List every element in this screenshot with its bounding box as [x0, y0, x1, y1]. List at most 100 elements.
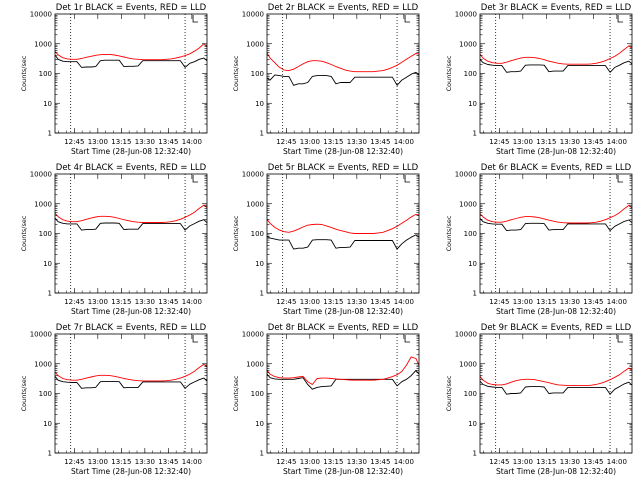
x-tick-label: 13:45 [370, 298, 390, 306]
x-tick-label: 13:30 [560, 458, 580, 466]
x-tick-label: 13:00 [88, 138, 108, 146]
x-tick-label: 13:15 [323, 298, 343, 306]
lld-series-line [266, 356, 420, 385]
x-tick-label: 13:15 [323, 458, 343, 466]
lld-series-line [54, 43, 208, 61]
plot-frame [479, 13, 633, 134]
y-tick-label: 1 [260, 130, 264, 138]
x-tick-label: 14:00 [182, 298, 202, 306]
panel-title: Det 2r BLACK = Events, RED = LLD [268, 3, 419, 13]
panel-title: Det 5r BLACK = Events, RED = LLD [268, 163, 419, 173]
y-tick-label: 10000 [455, 11, 477, 19]
x-axis-label: Start Time (28-Jun-08 12:32:40) [496, 147, 616, 156]
y-tick-label: 10 [468, 420, 477, 428]
y-axis-label: Counts/sec [232, 375, 240, 411]
panel-det-1r: Det 1r BLACK = Events, RED = LLD 1 10 100 10… [20, 3, 208, 156]
x-tick-label: 12:45 [276, 458, 296, 466]
panel-title: Det 3r BLACK = Events, RED = LLD [481, 3, 632, 13]
corner-bracket-icon [404, 15, 411, 23]
y-tick-label: 1000 [34, 200, 52, 208]
x-tick-label: 13:00 [88, 298, 108, 306]
x-tick-label: 14:00 [394, 298, 414, 306]
lld-series-line [54, 363, 208, 382]
y-tick-label: 1 [473, 290, 477, 298]
y-tick-label: 100 [39, 390, 52, 398]
x-axis-label: Start Time (28-Jun-08 12:32:40) [71, 307, 191, 316]
y-tick-label: 1000 [246, 200, 264, 208]
y-tick-label: 1000 [459, 200, 477, 208]
x-tick-label: 13:15 [111, 298, 131, 306]
y-tick-label: 10000 [30, 11, 52, 19]
y-tick-label: 10 [255, 420, 264, 428]
panel-title: Det 6r BLACK = Events, RED = LLD [481, 163, 632, 173]
panel-det-9r: Det 9r BLACK = Events, RED = LLD 1 10 100 10… [445, 323, 633, 476]
x-tick-label: 13:00 [300, 298, 320, 306]
x-tick-label: 12:45 [489, 298, 509, 306]
y-tick-label: 100 [464, 230, 477, 238]
x-axis-label: Start Time (28-Jun-08 12:32:40) [283, 147, 403, 156]
events-series-line [266, 71, 420, 86]
x-tick-label: 12:45 [489, 138, 509, 146]
panel-title: Det 9r BLACK = Events, RED = LLD [481, 323, 632, 333]
x-tick-label: 13:45 [158, 458, 178, 466]
y-tick-label: 10000 [242, 11, 264, 19]
x-tick-label: 13:45 [583, 298, 603, 306]
x-tick-label: 13:30 [560, 298, 580, 306]
y-tick-label: 10 [468, 100, 477, 108]
x-tick-label: 13:00 [88, 458, 108, 466]
x-tick-label: 12:45 [276, 298, 296, 306]
y-axis-label: Counts/sec [445, 55, 453, 91]
corner-bracket-icon [617, 335, 624, 343]
x-tick-label: 13:00 [513, 298, 533, 306]
y-tick-label: 1000 [246, 360, 264, 368]
lld-series-line [54, 204, 208, 223]
y-tick-label: 1 [48, 450, 52, 458]
x-tick-label: 13:30 [347, 298, 367, 306]
corner-bracket-icon [192, 15, 199, 23]
x-tick-label: 13:45 [158, 138, 178, 146]
x-tick-label: 13:00 [300, 458, 320, 466]
y-axis-label: Counts/sec [20, 215, 28, 251]
events-series-line [479, 58, 633, 73]
lld-series-line [479, 204, 633, 224]
x-axis-label: Start Time (28-Jun-08 12:32:40) [71, 147, 191, 156]
plot-frame [266, 13, 420, 134]
y-tick-label: 10 [43, 260, 52, 268]
y-tick-label: 1 [260, 450, 264, 458]
y-tick-label: 10000 [30, 171, 52, 179]
panel-det-4r: Det 4r BLACK = Events, RED = LLD 1 10 100 10… [20, 163, 208, 316]
y-tick-label: 10000 [242, 171, 264, 179]
plot-frame [266, 333, 420, 454]
events-series-line [54, 54, 208, 68]
x-tick-label: 13:30 [135, 458, 155, 466]
x-tick-label: 12:45 [276, 138, 296, 146]
corner-bracket-icon [617, 15, 624, 23]
x-tick-label: 13:30 [560, 138, 580, 146]
corner-bracket-icon [617, 175, 624, 183]
y-tick-label: 1 [48, 130, 52, 138]
x-tick-label: 12:45 [64, 138, 84, 146]
panel-title: Det 4r BLACK = Events, RED = LLD [56, 163, 207, 173]
corner-bracket-icon [192, 175, 199, 183]
y-tick-label: 1000 [246, 40, 264, 48]
plot-frame [479, 173, 633, 294]
events-series-line [479, 218, 633, 232]
x-axis-label: Start Time (28-Jun-08 12:32:40) [496, 307, 616, 316]
y-tick-label: 100 [464, 70, 477, 78]
x-tick-label: 13:45 [370, 458, 390, 466]
y-tick-label: 100 [251, 70, 264, 78]
x-tick-label: 13:30 [135, 298, 155, 306]
x-tick-label: 14:00 [394, 458, 414, 466]
y-tick-label: 10 [468, 260, 477, 268]
y-tick-label: 10 [43, 420, 52, 428]
lld-series-line [266, 52, 420, 73]
x-tick-label: 13:30 [135, 138, 155, 146]
y-axis-label: Counts/sec [20, 55, 28, 91]
y-tick-label: 1 [473, 450, 477, 458]
y-tick-label: 10000 [455, 171, 477, 179]
panel-det-7r: Det 7r BLACK = Events, RED = LLD 1 10 100 10… [20, 323, 208, 476]
x-tick-label: 12:45 [64, 458, 84, 466]
panel-title: Det 7r BLACK = Events, RED = LLD [56, 323, 207, 333]
panel-title: Det 8r BLACK = Events, RED = LLD [268, 323, 419, 333]
corner-bracket-icon [192, 335, 199, 343]
